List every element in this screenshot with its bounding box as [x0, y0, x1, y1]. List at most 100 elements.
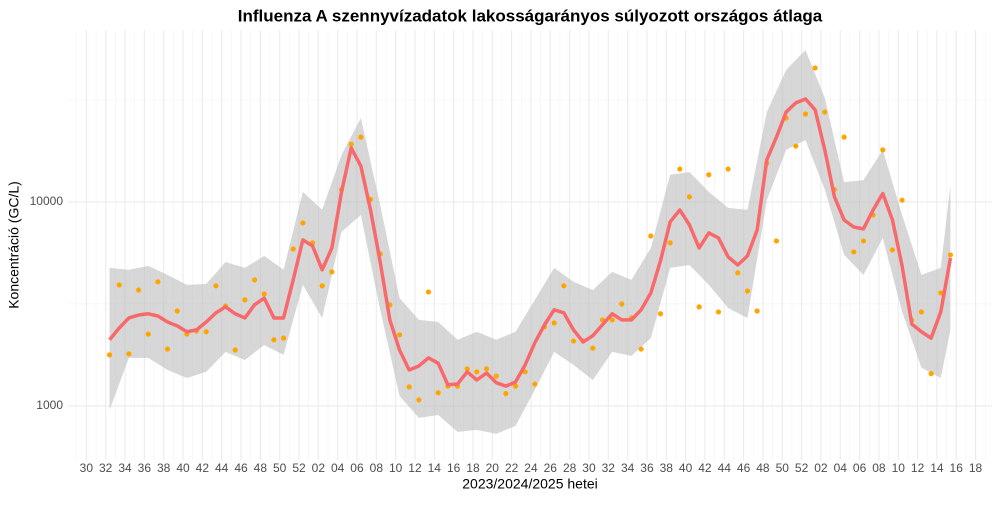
data-point [512, 383, 519, 389]
x-tick-label: 16 [950, 461, 964, 475]
data-point [416, 397, 422, 403]
data-point [725, 166, 731, 172]
data-point [735, 270, 741, 276]
x-tick-label: 28 [563, 461, 577, 475]
data-point [822, 109, 828, 115]
data-point [348, 141, 354, 147]
data-point [667, 240, 673, 246]
data-point [396, 332, 403, 338]
data-point [899, 197, 905, 203]
x-tick-label: 08 [872, 461, 886, 475]
data-point [319, 283, 325, 289]
data-point [503, 390, 509, 397]
data-point [880, 147, 886, 153]
data-point [947, 252, 954, 258]
data-point [773, 238, 780, 244]
x-tick-label: 40 [679, 461, 693, 475]
x-tick-label: 50 [273, 461, 287, 475]
data-point [638, 346, 644, 352]
data-point [435, 390, 441, 396]
data-point [329, 269, 335, 275]
data-point [551, 320, 557, 326]
data-point [493, 373, 499, 379]
data-point [106, 352, 113, 358]
x-tick-label: 22 [505, 461, 519, 475]
data-point [261, 291, 267, 297]
data-point [889, 247, 896, 253]
data-point [715, 309, 722, 315]
x-tick-label: 04 [331, 461, 345, 475]
trend-line [108, 97, 953, 388]
x-tick-label: 02 [814, 461, 828, 475]
data-point [744, 288, 751, 294]
x-tick-label: 32 [99, 461, 113, 475]
x-tick-label: 16 [447, 461, 461, 475]
data-point [677, 166, 683, 172]
data-point [686, 194, 693, 200]
data-point [203, 329, 209, 335]
chart-title: Influenza A szennyvízadatok lakosságarán… [238, 6, 823, 25]
x-tick-label: 52 [292, 461, 306, 475]
data-point [145, 331, 151, 337]
x-tick-label: 52 [795, 461, 809, 475]
data-point [425, 289, 432, 295]
data-point [802, 111, 809, 117]
data-point [242, 297, 248, 303]
x-tick-label: 48 [756, 461, 770, 475]
y-axis-title: Koncentráció (GC/L) [6, 181, 22, 309]
data-point [406, 384, 412, 390]
y-tick-label: 1000 [36, 398, 63, 412]
data-point [532, 381, 538, 387]
x-tick-label: 32 [602, 461, 616, 475]
x-tick-label: 26 [544, 461, 558, 475]
y-tick-label: 10000 [30, 194, 64, 208]
x-tick-label: 08 [370, 461, 384, 475]
x-tick-label: 46 [234, 461, 248, 475]
x-tick-label: 30 [582, 461, 596, 475]
x-tick-label: 02 [312, 461, 326, 475]
data-point [851, 249, 857, 255]
x-tick-label: 18 [969, 461, 983, 475]
x-axis-title: 2023/2024/2025 hetei [462, 476, 597, 492]
data-point [793, 143, 799, 149]
data-point [213, 283, 219, 289]
data-point [860, 238, 867, 244]
x-tick-label: 06 [350, 461, 364, 475]
x-tick-label: 04 [834, 461, 848, 475]
data-point [232, 347, 238, 353]
data-point [135, 287, 142, 293]
data-point [483, 366, 490, 372]
x-tick-label: 12 [408, 461, 422, 475]
x-tick-label: 14 [428, 461, 442, 475]
data-point [570, 338, 577, 344]
x-tick-label: 24 [524, 461, 538, 475]
data-point [918, 309, 925, 315]
x-tick-label: 36 [138, 461, 152, 475]
x-tick-label: 34 [621, 461, 635, 475]
data-point [300, 220, 306, 226]
x-tick-label: 36 [640, 461, 654, 475]
data-point [290, 246, 296, 252]
x-tick-label: 38 [157, 461, 171, 475]
x-tick-label: 44 [215, 461, 229, 475]
data-point [280, 335, 287, 341]
data-point [928, 371, 934, 377]
data-point [609, 317, 615, 323]
data-point [938, 290, 944, 296]
x-tick-label: 20 [486, 461, 500, 475]
data-point [696, 304, 702, 310]
data-point [841, 134, 847, 140]
data-point [657, 311, 664, 317]
plot-area [106, 50, 954, 434]
data-point [812, 65, 818, 71]
data-point [164, 346, 171, 352]
x-tick-label: 50 [776, 461, 790, 475]
data-point [358, 134, 364, 140]
x-tick-label: 10 [389, 461, 403, 475]
data-point [464, 366, 470, 372]
data-point [116, 282, 122, 288]
data-point [619, 301, 625, 307]
x-tick-label: 38 [660, 461, 674, 475]
x-tick-label: 06 [853, 461, 867, 475]
